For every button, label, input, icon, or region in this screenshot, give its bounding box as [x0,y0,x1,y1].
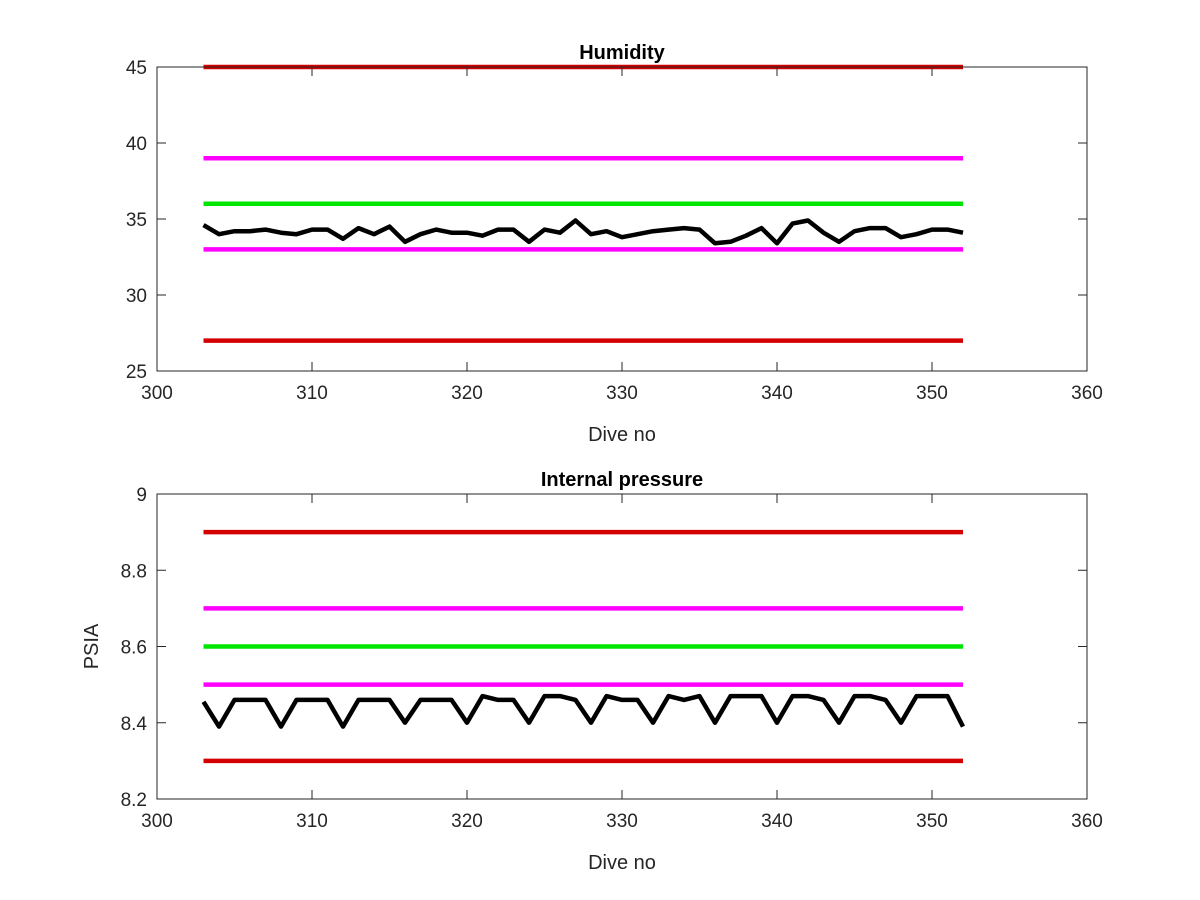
x-tick-label: 350 [916,811,948,832]
series-line-5 [201,693,966,729]
x-tick-label: 310 [296,383,328,404]
y-tick-label: 8.4 [121,714,148,735]
axes-box [156,66,1088,372]
y-tick-label: 8.6 [121,638,147,659]
x-tick-label: 300 [141,811,173,832]
y-tick-label: 8.8 [121,561,147,582]
internal-pressure-chart: 300 310 320 330 340 350 360 8.2 8.4 8.6 8.8 9 Intern… [81,469,1103,874]
x-axis-label: Dive no [588,424,656,446]
y-tick-label: 9 [136,485,147,506]
x-tick-label: 310 [296,811,328,832]
y-tick-label: 45 [126,58,147,79]
x-tick-label: 340 [761,383,793,404]
y-tick-label: 40 [126,134,147,155]
humidity-chart: 300 310 320 330 340 350 360 25 30 35 40 45 Humidity D… [126,42,1103,446]
series-line-5 [202,218,964,246]
y-tick-label: 30 [126,286,147,307]
x-tick-label: 320 [451,811,483,832]
chart-title: Humidity [579,42,665,64]
y-tick-label: 35 [126,210,147,231]
x-axis-label: Dive no [588,852,656,874]
x-tick-label: 350 [916,383,948,404]
x-tick-label: 330 [606,811,638,832]
chart-title: Internal pressure [541,469,703,491]
x-tick-label: 360 [1071,383,1103,404]
x-tick-label: 300 [141,383,173,404]
x-tick-label: 340 [761,811,793,832]
y-axis-label: PSIA [81,623,103,669]
x-tick-label: 330 [606,383,638,404]
x-tick-label: 360 [1071,811,1103,832]
y-tick-label: 25 [126,362,147,383]
x-tick-label: 320 [451,383,483,404]
y-tick-label: 8.2 [121,790,147,811]
